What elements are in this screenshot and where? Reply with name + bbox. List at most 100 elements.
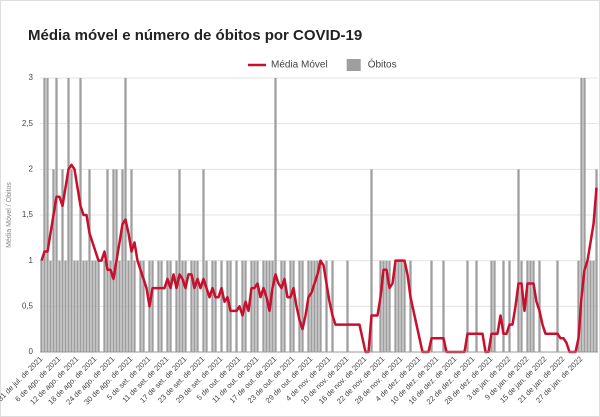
bar <box>157 260 160 352</box>
bar <box>73 260 76 352</box>
bar <box>43 78 46 352</box>
bar <box>40 260 43 352</box>
bar <box>475 260 478 352</box>
bar <box>346 260 349 352</box>
bar <box>595 169 598 352</box>
bar <box>538 260 541 352</box>
bar <box>166 260 169 352</box>
bar <box>202 169 205 352</box>
legend-swatch <box>346 59 361 71</box>
bar <box>490 260 493 352</box>
bar <box>127 260 130 352</box>
bar <box>175 260 178 352</box>
bar <box>250 260 253 352</box>
bar <box>442 260 445 352</box>
bar <box>94 260 97 352</box>
bar <box>220 260 223 352</box>
bar <box>79 78 82 352</box>
bar <box>517 169 520 352</box>
bar <box>271 260 274 352</box>
bar <box>400 260 403 352</box>
bar <box>184 260 187 352</box>
bar <box>592 260 595 352</box>
y-tick-label: 2,5 <box>22 119 34 128</box>
bar <box>67 78 70 352</box>
bar <box>589 260 592 352</box>
bar <box>298 260 301 352</box>
bar <box>274 78 277 352</box>
y-axis-label: Média Móvel / Óbitos <box>4 182 13 248</box>
bar <box>52 169 55 352</box>
bar <box>61 169 64 352</box>
bar <box>82 260 85 352</box>
bar <box>190 260 193 352</box>
bar <box>70 169 73 352</box>
y-tick-label: 1 <box>29 256 34 265</box>
y-tick-label: 3 <box>29 73 34 82</box>
bar <box>151 260 154 352</box>
bar <box>235 260 238 352</box>
bar <box>289 260 292 352</box>
bar <box>253 260 256 352</box>
bar <box>580 78 583 352</box>
bar <box>241 260 244 352</box>
bar <box>76 260 79 352</box>
bar <box>256 260 259 352</box>
y-tick-label: 0 <box>29 347 34 356</box>
line <box>40 163 598 354</box>
bar <box>586 260 589 352</box>
bar <box>316 260 319 352</box>
bar <box>556 260 559 352</box>
bar <box>211 260 214 352</box>
bar <box>49 260 52 352</box>
bar <box>520 260 523 352</box>
bar <box>97 260 100 352</box>
bar <box>370 169 373 352</box>
bar <box>193 260 196 352</box>
bar <box>58 260 61 352</box>
bar <box>133 260 136 352</box>
bar <box>85 260 88 352</box>
bar <box>313 260 316 352</box>
bar <box>301 260 304 352</box>
bar <box>397 260 400 352</box>
legend-label: Média Móvel <box>271 60 328 71</box>
bar <box>109 260 112 352</box>
bar <box>430 260 433 352</box>
bar <box>139 260 142 352</box>
bar <box>493 260 496 352</box>
bar <box>142 260 145 352</box>
bar <box>331 260 334 352</box>
bar <box>178 169 181 352</box>
y-tick-label: 2 <box>29 164 34 173</box>
bar <box>379 260 382 352</box>
bar <box>280 260 283 352</box>
bar <box>310 260 313 352</box>
bar <box>502 260 505 352</box>
bar <box>88 169 91 352</box>
bar <box>124 78 127 352</box>
bar <box>103 260 106 352</box>
bar <box>130 169 133 352</box>
bar <box>529 260 532 352</box>
legend-label: Óbitos <box>368 58 397 71</box>
bar <box>292 260 295 352</box>
bar <box>196 260 199 352</box>
bar <box>526 260 529 352</box>
bar <box>262 260 265 352</box>
bar <box>226 260 229 352</box>
bar <box>265 260 268 352</box>
bar <box>121 169 124 352</box>
bar <box>394 260 397 352</box>
bar <box>106 169 109 352</box>
bar <box>91 260 94 352</box>
y-tick-label: 0,5 <box>22 301 34 310</box>
bar <box>382 260 385 352</box>
y-tick-label: 1,5 <box>22 210 34 219</box>
bar <box>583 78 586 352</box>
bar <box>403 260 406 352</box>
chart-title: Média móvel e número de óbitos por COVID… <box>28 27 362 44</box>
bar <box>55 78 58 352</box>
bar <box>466 260 469 352</box>
